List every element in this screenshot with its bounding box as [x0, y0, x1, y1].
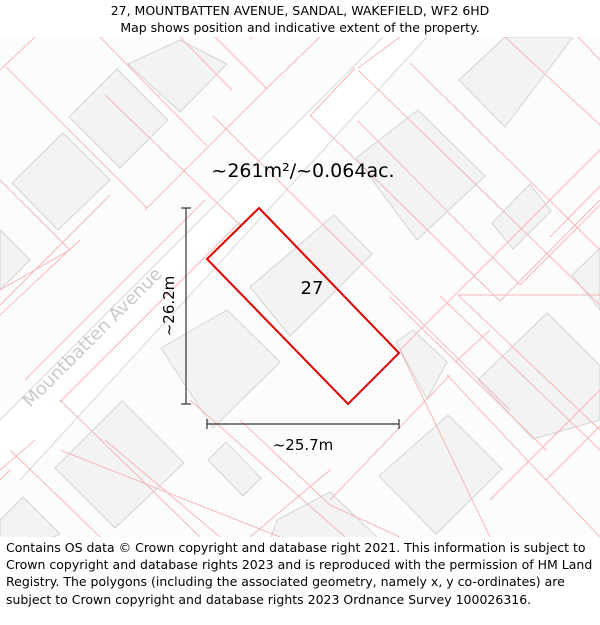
property-address: 27, MOUNTBATTEN AVENUE, SANDAL, WAKEFIEL… — [110, 3, 490, 18]
attribution-text: Contains OS data © Crown copyright and d… — [6, 540, 593, 607]
buildings — [0, 37, 600, 537]
parcel-boundaries — [0, 37, 600, 537]
map-subtitle: Map shows position and indicative extent… — [120, 20, 480, 35]
vertical-dimension-label: ~26.2m — [160, 276, 178, 337]
property-map[interactable]: Mountbatten Avenue ~261m²/~0.064ac. 27 ~… — [0, 37, 600, 537]
plot-number-label: 27 — [301, 278, 324, 299]
area-label: ~261m²/~0.064ac. — [211, 160, 394, 182]
horizontal-dimension-line — [206, 419, 400, 429]
property-boundary[interactable] — [205, 206, 401, 406]
horizontal-dimension-label: ~25.7m — [273, 436, 334, 454]
vertical-dimension-line — [181, 207, 191, 405]
map-header: 27, MOUNTBATTEN AVENUE, SANDAL, WAKEFIEL… — [0, 0, 600, 39]
road-mountbatten-avenue — [0, 37, 428, 481]
